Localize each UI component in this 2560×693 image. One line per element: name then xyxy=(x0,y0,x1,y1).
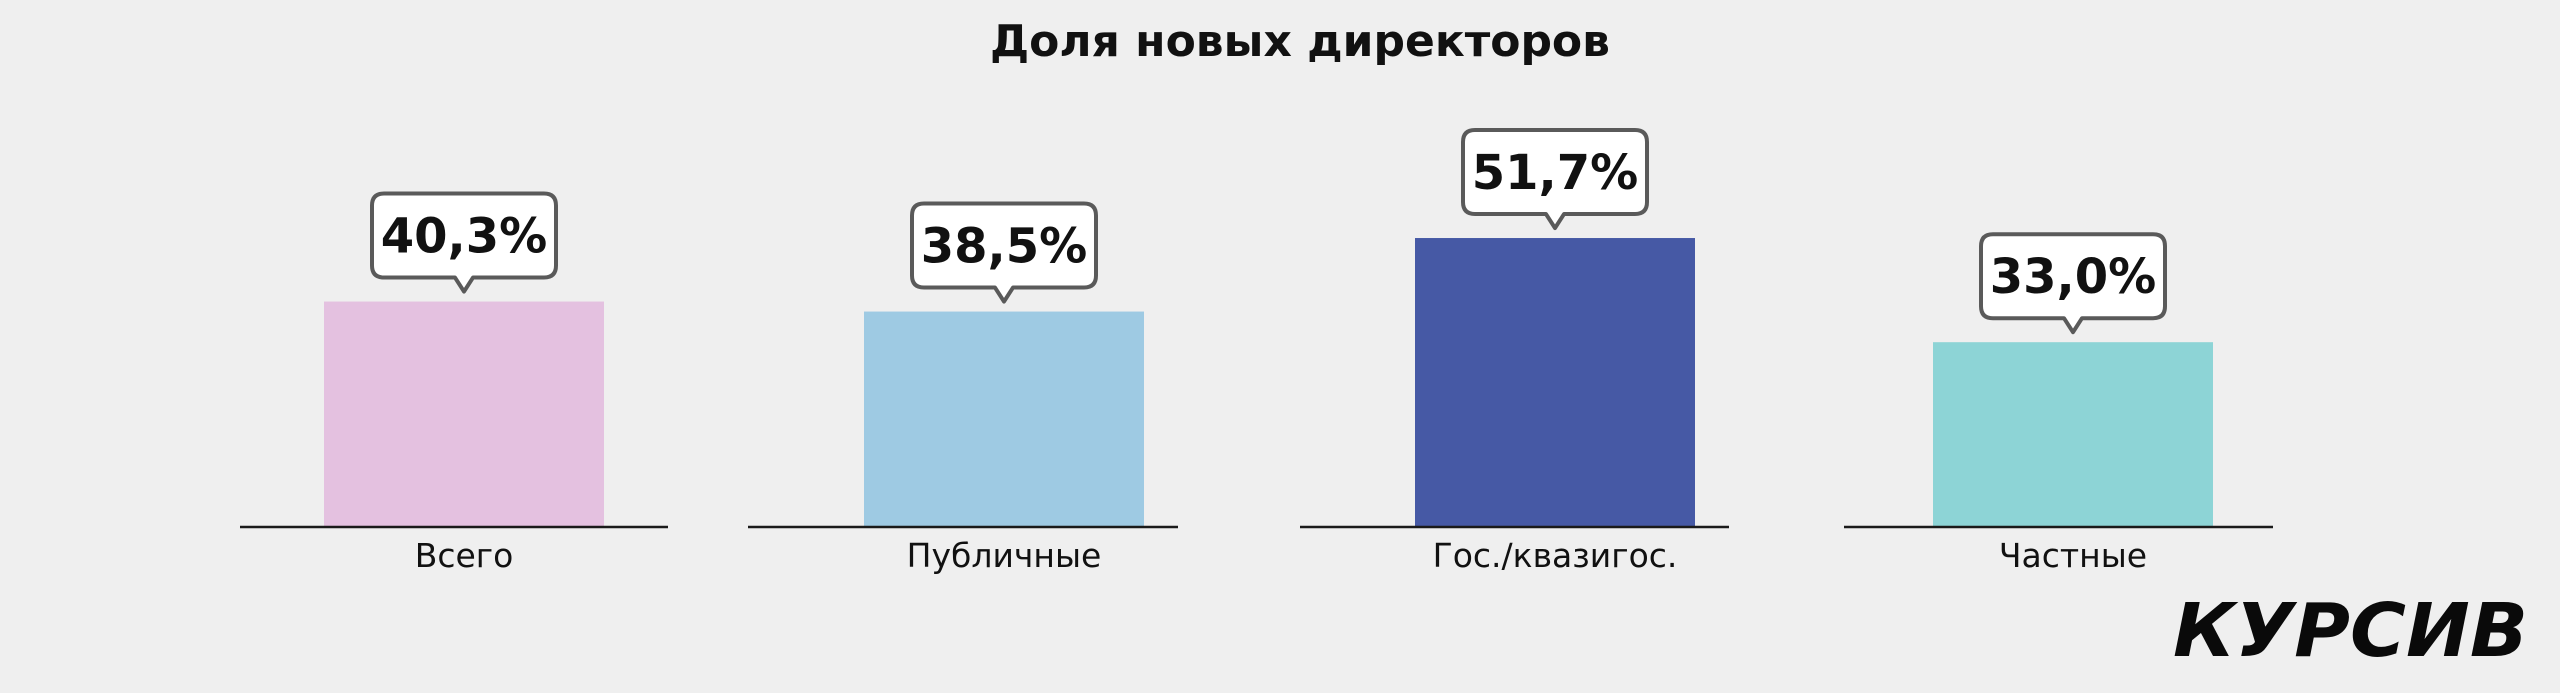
category-label-2: Публичные xyxy=(907,536,1102,575)
value-callout-4 xyxy=(1979,232,2167,335)
value-callout-1 xyxy=(370,191,558,294)
value-label-2: 38,5% xyxy=(921,219,1088,275)
value-label-1: 40,3% xyxy=(381,209,548,265)
chart-title: Доля новых директоров xyxy=(990,16,1610,67)
bar-2 xyxy=(864,311,1144,526)
value-label-3: 51,7% xyxy=(1472,145,1639,201)
category-label-1: Всего xyxy=(415,536,514,575)
kursiv-logo: КУРСИВ xyxy=(2173,588,2528,674)
category-label-3: Гос./квазигос. xyxy=(1433,536,1678,575)
category-label-4: Частные xyxy=(1999,536,2147,575)
value-callout-3 xyxy=(1461,128,1649,231)
plot-area: Всего 40,3% Публичные 38,5% Гос./квазигос. 51… xyxy=(240,128,2273,575)
value-label-4: 33,0% xyxy=(1990,249,2157,305)
value-callout-2 xyxy=(910,201,1098,304)
bar-4 xyxy=(1933,342,2213,526)
bar-3 xyxy=(1415,238,1695,526)
bar-1 xyxy=(324,301,604,526)
